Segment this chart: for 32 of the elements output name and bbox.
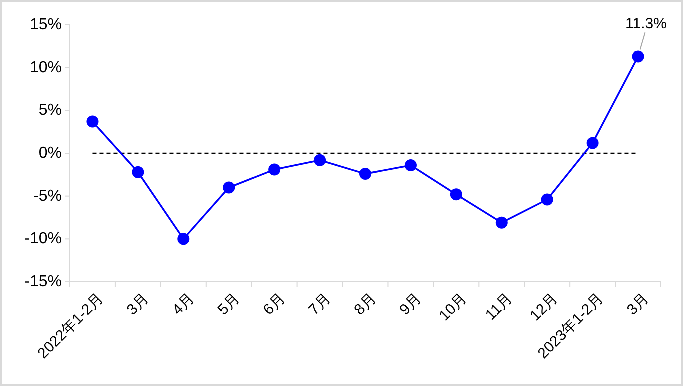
y-tick-label: -5% [34,188,62,205]
x-tick-label: 4月 [169,290,198,319]
x-tick-label: 8月 [351,290,380,319]
x-tick-label: 3月 [624,290,652,319]
x-tick-label: 9月 [396,290,426,319]
point [132,166,144,178]
data-label: 11.3% [626,16,667,33]
x-tick-label: 12月 [527,290,562,325]
point [632,50,644,63]
point [268,164,281,176]
y-tick-label: 0% [38,145,62,162]
point [450,188,462,201]
point [541,194,554,206]
y-tick-label: 10% [30,59,62,76]
point [178,233,190,246]
point [314,154,326,166]
y-tick-label: -10% [24,230,62,248]
x-tick-label: 5月 [214,290,244,319]
point [404,159,417,172]
x-tick-label: 7月 [306,290,334,319]
point [586,137,599,150]
y-tick-label: 5% [38,102,62,120]
x-tick-label: 3月 [124,290,152,319]
y-tick-label: -15% [24,274,62,290]
x-tick-label: 11月 [482,290,516,324]
x-tick-label: 6月 [260,290,289,319]
point [86,116,99,128]
y-tick-label: 15% [30,16,62,34]
point [360,168,372,180]
point [223,182,236,194]
x-tick-label: 10月 [436,290,471,325]
point [496,216,508,229]
